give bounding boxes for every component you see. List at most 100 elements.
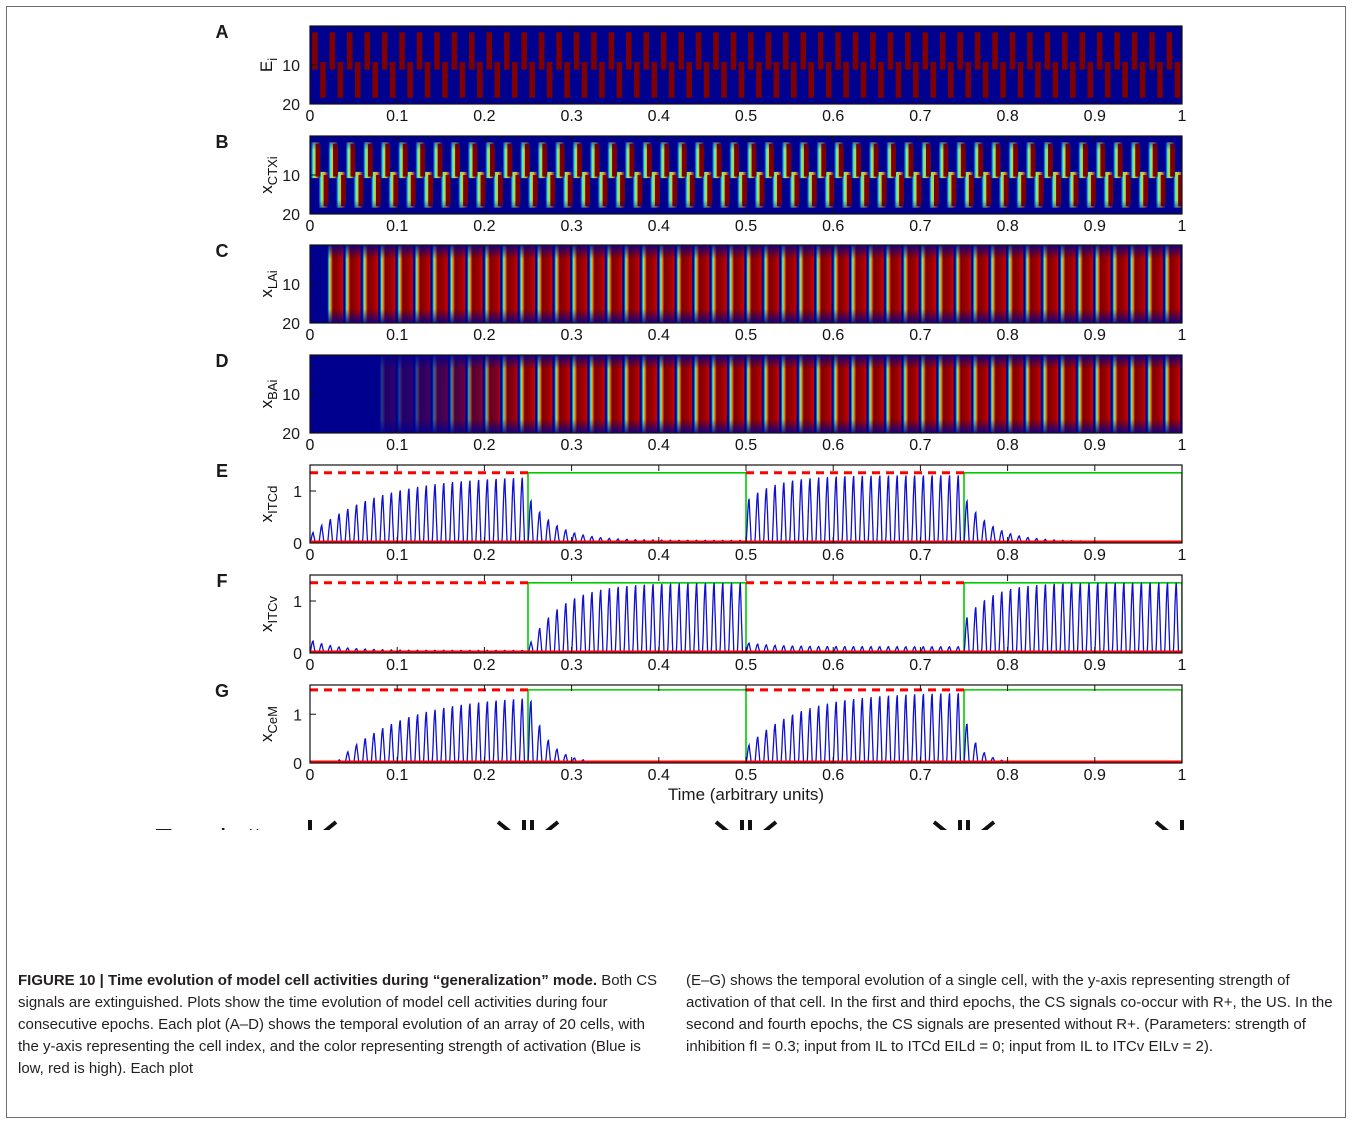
pulse-lower [1052,61,1059,98]
x-tick-label: 0 [306,108,315,125]
epoch-label: Epoch # [154,824,260,830]
x-tick-label: 0.8 [996,327,1018,344]
x-tick-label: 0.8 [996,657,1018,674]
pulse-upper [678,32,684,70]
pulse-upper [538,32,545,70]
x-tick-label: 0.1 [386,547,408,564]
epoch-number: 3 [847,826,862,830]
plot-area [310,355,1182,433]
x-tick-label: 0.5 [735,437,757,454]
panel-letter: E [216,461,228,481]
pulse-lower [1104,61,1111,98]
pulse-lower [320,61,326,98]
pulse-upper [748,32,754,70]
y-tick-label: 20 [282,316,300,333]
y-tick-label: 0 [293,536,302,553]
pulse-lower [1017,61,1024,98]
pulse-upper [416,32,423,70]
pulse-lower [703,61,710,98]
panel-a: A Ei 10 20 0 0.1 0.2 0.3 0.4 0.5 0.6 0.7 0.8 0.9 1 [216,22,1187,125]
pulse-upper [626,32,632,70]
caption-figure-label: FIGURE 10 | Time evolution of model cell… [18,972,598,989]
pulse-lower [511,61,518,98]
pulse-upper [905,32,911,70]
arrow-right-head [496,820,511,830]
pulse-upper [887,32,894,70]
x-tick-label: 0.4 [648,547,670,564]
pulse-lower [494,61,501,98]
y-label-sub: BAi [265,380,280,400]
x-tick-label: 0.2 [473,767,495,784]
pulse-lower [895,61,902,98]
pulse-upper [939,32,946,70]
pulse-upper [730,32,737,70]
pulse-upper [1079,32,1086,70]
x-tick-label: 1 [1178,547,1187,564]
caption-right-text: (E–G) shows the temporal evolution of a … [686,972,1333,1055]
pulse-upper [364,32,370,70]
x-tick-label: 0.8 [996,767,1018,784]
pulse-lower [581,61,588,98]
pulse-upper [1096,32,1103,70]
edge-fade [310,245,1182,323]
pulse-lower [424,61,431,98]
pulse-lower [843,61,849,98]
x-tick-label: 0.7 [909,657,931,674]
pulse-lower [1035,61,1041,98]
figure-frame [6,6,1346,1118]
us-signal-line [527,471,747,543]
epoch-number: 4 [1067,826,1082,830]
pulse-upper [695,32,702,70]
pulse-upper [817,32,824,70]
arrow-left-head [323,820,338,830]
pulse-lower [773,61,780,98]
pulse-lower [1174,61,1181,98]
x-tick-label: 1 [1178,327,1187,344]
pulse-upper [486,32,493,70]
y-tick-label: 10 [282,277,300,294]
x-tick-label: 0.9 [1084,218,1106,235]
pulse-lower [372,61,379,98]
pulse-lower [1070,61,1076,98]
pulse-upper [469,32,475,70]
x-tick-label: 0.4 [648,657,670,674]
x-tick-label: 0.4 [648,327,670,344]
pulse-lower [982,61,989,98]
caption-right: (E–G) shows the temporal evolution of a … [686,970,1336,1058]
pulse-lower [459,61,466,98]
pulse-lower [1157,61,1163,98]
pulse-lower [756,61,762,98]
epoch-number: 2 [629,826,644,830]
x-tick-label: 0.9 [1084,437,1106,454]
y-label-main: x [257,623,276,632]
pulse-upper [1131,32,1138,70]
us-signal-line [527,581,747,653]
x-tick-label: 0.1 [386,218,408,235]
x-tick-label: 1 [1178,767,1187,784]
x-tick-label: 0.1 [386,108,408,125]
pulse-lower [616,61,623,98]
pulse-lower [599,61,605,98]
y-axis-label: xCeM [257,706,280,742]
pulse-upper [591,32,597,70]
panel-letter: C [216,241,229,261]
y-label-main: x [257,399,276,408]
x-tick-label: 0.7 [909,218,931,235]
x-tick-label: 0.6 [822,218,844,235]
panel-letter: A [216,22,229,42]
panel-letter: B [216,132,229,152]
caption-left-text: Both CS signals are extinguished. Plots … [18,972,658,1077]
pulse-lower [878,61,884,98]
pulse-lower [354,61,361,98]
x-tick-label: 0.2 [473,327,495,344]
x-tick-label: 0 [306,218,315,235]
pulse-lower [738,61,745,98]
pulse-lower [407,61,413,98]
pulse-lower [529,61,535,98]
pulse-upper [381,32,388,70]
x-tick-label: 0.2 [473,547,495,564]
y-label-sub: CTXi [265,156,280,185]
pulse-lower [564,61,570,98]
